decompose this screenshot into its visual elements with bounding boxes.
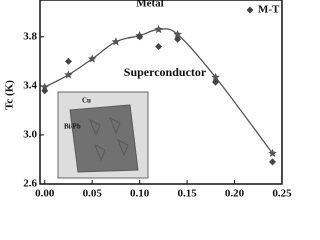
- star-point: [211, 72, 220, 81]
- star-point: [173, 29, 182, 38]
- star-point: [64, 70, 73, 79]
- star-point: [40, 82, 50, 91]
- star-point: [154, 24, 163, 34]
- x-tick-label: 0.20: [225, 188, 245, 200]
- diamond-point: [174, 35, 182, 43]
- diamond-point: [155, 43, 163, 51]
- diamond-point: [136, 33, 144, 41]
- x-tick-label: 0.15: [177, 188, 197, 200]
- diamond-point: [212, 78, 220, 86]
- inset-label: Cu: [82, 97, 91, 105]
- page: {"chart_data": {"type": "scatter", "y_la…: [3, 0, 293, 200]
- y-tick-label: 2.6: [23, 178, 37, 190]
- legend-label: M-T: [258, 4, 280, 16]
- crystal-sketch: [69, 104, 139, 173]
- chart: Tc (K) Metal Superconductor Cu Bi/Pb 0.0…: [4, 0, 292, 200]
- y-tick-label: 3.8: [23, 30, 37, 42]
- star-point: [87, 54, 97, 63]
- x-tick-label: 0.05: [83, 188, 103, 200]
- x-tick-label: 0.00: [35, 188, 55, 200]
- legend-marker: [246, 6, 254, 14]
- y-tick-label: 3.0: [23, 128, 37, 140]
- plot-frame: [39, 0, 283, 185]
- inset: Cu Bi/Pb: [57, 91, 149, 179]
- x-tick-label: 0.25: [272, 188, 292, 200]
- y-tick-label: 3.4: [23, 79, 37, 91]
- diamond-point: [64, 57, 72, 65]
- star-point: [268, 148, 277, 157]
- x-tick-label: 0.10: [130, 188, 150, 200]
- region-label: Metal: [136, 0, 163, 10]
- diamond-point: [41, 87, 49, 95]
- y-axis-title: Tc (K): [4, 80, 16, 110]
- star-point: [111, 37, 121, 46]
- region-label: Superconductor: [124, 65, 207, 79]
- diamond-point: [269, 158, 277, 166]
- inset-label: Bi/Pb: [64, 123, 81, 131]
